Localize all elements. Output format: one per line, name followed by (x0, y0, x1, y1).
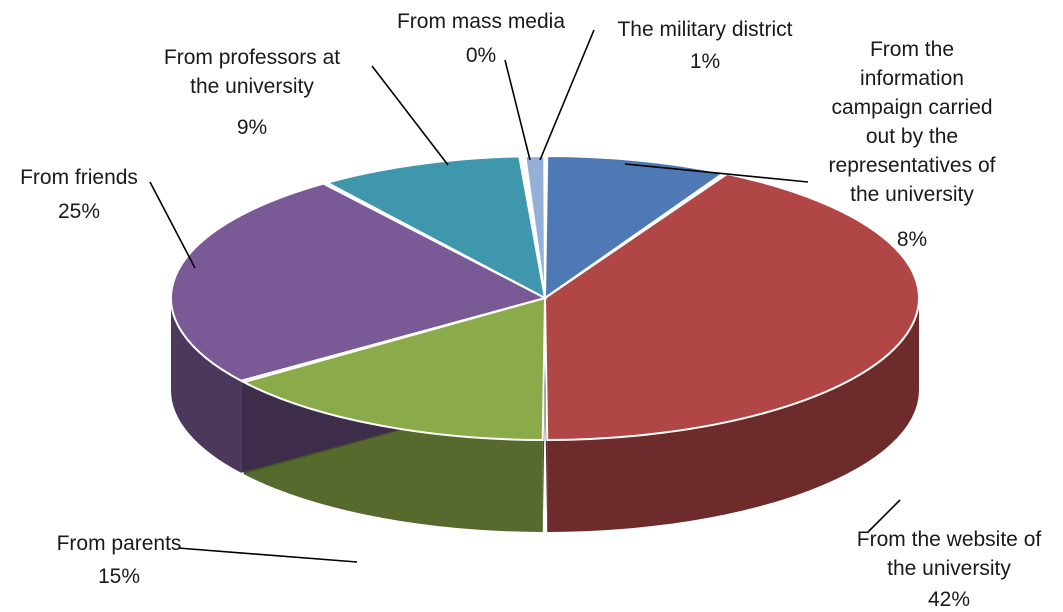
slice-label-1: From the website of the university (857, 528, 1042, 580)
leader-lines (149, 29, 901, 563)
pie-slice-0 (543, 155, 726, 300)
leader-line-6 (539, 29, 595, 161)
slice-label-6: The military district (617, 18, 792, 41)
leader-line-0 (624, 163, 809, 183)
slice-percent-2: 15% (98, 565, 140, 588)
pie-slice-3 (170, 182, 548, 382)
slice-percent-0: 8% (897, 228, 927, 251)
pie-slice-1 (543, 172, 920, 441)
pie-slice-6 (524, 154, 546, 299)
slice-label-4: From professors at the university (164, 46, 340, 98)
leader-line-4 (371, 65, 449, 166)
leader-line-3 (149, 181, 196, 269)
slice-labels: From the information campaign carried out b… (20, 10, 1041, 611)
slice-wall (547, 298, 919, 532)
slice-percent-4: 9% (237, 116, 267, 139)
slice-label-3: From friends (20, 166, 138, 189)
slice-label-5: From mass media (397, 10, 565, 33)
pie-slice-4 (324, 155, 547, 300)
slice-label-2: From parents (57, 532, 182, 555)
leader-line-5 (504, 59, 531, 161)
slice-percent-5: 0% (466, 44, 496, 67)
leader-line-1 (867, 499, 901, 533)
slice-label-0: From the information campaign carried out b… (829, 38, 996, 206)
leader-line-2 (177, 547, 358, 563)
pie-tops (170, 154, 920, 441)
slice-percent-1: 42% (928, 588, 970, 611)
pie-slice-2 (241, 296, 547, 441)
slice-percent-3: 25% (58, 200, 100, 223)
slice-percent-6: 1% (690, 50, 720, 73)
